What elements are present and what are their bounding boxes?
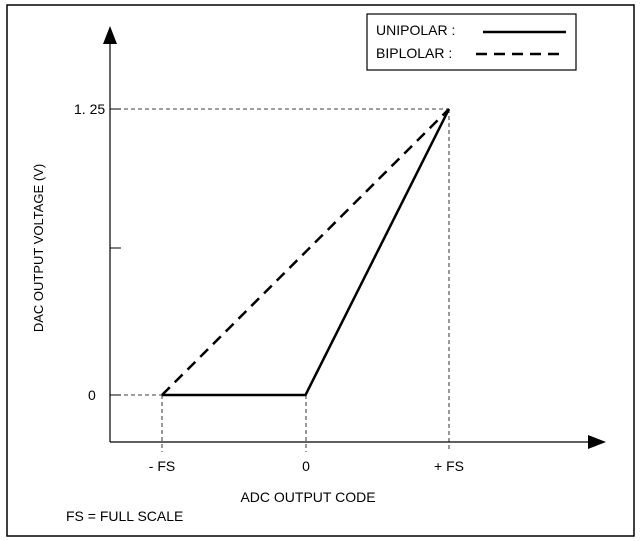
chart-frame bbox=[6, 4, 635, 537]
x-tick-label-pos-fs: + FS bbox=[434, 458, 464, 474]
series-line-unipolar bbox=[162, 108, 451, 397]
x-axis-label: ADC OUTPUT CODE bbox=[240, 489, 375, 505]
series-layer bbox=[161, 108, 451, 397]
x-tick-label-neg-fs: - FS bbox=[149, 458, 175, 474]
x-axis-arrow-icon bbox=[588, 435, 606, 449]
y-axis-label: DAC OUTPUT VOLTAGE (V) bbox=[31, 164, 46, 332]
legend: UNIPOLAR : BIPLOLAR : bbox=[366, 13, 577, 71]
y-tick-label-zero: 0 bbox=[88, 387, 96, 403]
legend-box bbox=[366, 13, 577, 71]
y-axis-arrow-icon bbox=[103, 26, 117, 44]
footnote: FS = FULL SCALE bbox=[66, 508, 183, 524]
y-tick-label-top: 1. 25 bbox=[74, 101, 105, 117]
series-line-biplolar bbox=[161, 108, 450, 396]
x-tick-label-zero: 0 bbox=[302, 458, 310, 474]
legend-label-biplolar: BIPLOLAR : bbox=[376, 45, 452, 61]
legend-label-unipolar: UNIPOLAR : bbox=[376, 22, 455, 38]
